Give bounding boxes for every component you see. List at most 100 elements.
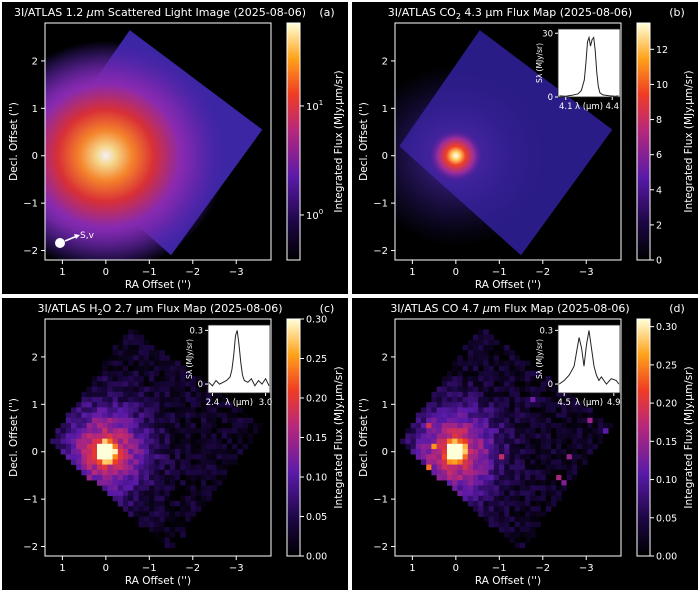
pixel [216, 464, 223, 471]
pixel [457, 438, 463, 445]
pixel [566, 454, 573, 460]
pixel [201, 397, 207, 403]
pixel [123, 454, 129, 460]
pixel [493, 475, 500, 481]
pixel [504, 490, 510, 497]
pixel [232, 454, 238, 460]
pixel [138, 449, 145, 455]
pixel [112, 443, 119, 450]
pixel [97, 417, 103, 424]
pixel [483, 433, 489, 439]
pixel [143, 501, 150, 507]
pixel [102, 428, 108, 434]
pixel [138, 423, 145, 429]
pixel [509, 464, 515, 471]
pixel [452, 423, 458, 429]
pixel [180, 428, 186, 434]
pixel [175, 391, 181, 398]
pixel [499, 501, 505, 507]
pixel [551, 381, 557, 387]
pixel [211, 449, 217, 455]
pixel [201, 454, 207, 460]
pixel [201, 438, 207, 445]
pixel [133, 402, 139, 408]
pixel [117, 386, 124, 393]
pixel [462, 428, 469, 434]
pixel [582, 423, 588, 429]
pixel [175, 464, 181, 471]
pixel [107, 438, 113, 445]
pixel [185, 407, 191, 413]
pixel [175, 475, 181, 481]
pixel [180, 506, 186, 512]
y-tick-label: 1 [382, 104, 388, 115]
pixel [467, 454, 474, 460]
pixel [478, 355, 484, 361]
pixel [102, 381, 108, 387]
pixel [143, 475, 150, 481]
pixel [514, 542, 521, 549]
pixel [421, 407, 427, 413]
pixel [530, 449, 536, 455]
pixel [143, 381, 150, 387]
pixel [478, 376, 484, 382]
pixel [499, 516, 505, 523]
pixel [149, 495, 155, 502]
pixel [164, 360, 171, 367]
pixel [504, 506, 510, 512]
pixel [452, 469, 458, 476]
pixel [525, 495, 531, 502]
pixel [138, 417, 145, 424]
pixel [447, 407, 453, 413]
pixel [221, 397, 228, 403]
pixel [138, 350, 145, 356]
pixel [473, 423, 479, 429]
pixel [436, 402, 443, 408]
pixel [551, 475, 557, 481]
pixel [258, 423, 264, 429]
panel-title-part: 3I/ATLAS 1.2 [14, 6, 87, 19]
pixel [519, 537, 526, 543]
pixel [504, 501, 510, 507]
pixel [185, 464, 191, 471]
pixel [473, 376, 479, 382]
pixel [221, 428, 228, 434]
pixel [164, 511, 171, 517]
pixel [206, 475, 212, 481]
pixel [462, 402, 469, 408]
pixel [133, 475, 139, 481]
pixel [483, 391, 489, 398]
pixel [133, 433, 139, 439]
pixel [211, 464, 217, 471]
pixel [112, 490, 119, 497]
pixel [128, 485, 134, 491]
pixel [462, 490, 469, 497]
pixel [112, 386, 119, 393]
pixel [175, 360, 181, 367]
pixel [97, 386, 103, 393]
pixel [504, 438, 510, 445]
pixel [97, 469, 103, 476]
pixel [457, 433, 463, 439]
pixel [556, 443, 562, 450]
pixel [86, 459, 93, 465]
pixel [467, 490, 474, 497]
pixel [447, 371, 453, 377]
pixel [102, 464, 108, 471]
pixel [478, 495, 484, 502]
pixel [452, 438, 458, 445]
x-axis-label: RA Offset ('') [475, 575, 541, 587]
pixel [159, 495, 165, 502]
pixel [164, 438, 171, 445]
pixel [97, 371, 103, 377]
pixel [447, 459, 453, 465]
pixel [123, 407, 129, 413]
pixel [457, 454, 463, 460]
panel-title-part: 3I/ATLAS CO [388, 6, 456, 19]
pixel [519, 480, 526, 486]
pixel [154, 495, 160, 502]
pixel [227, 423, 233, 429]
pixel [232, 459, 238, 465]
pixel [190, 412, 197, 419]
pixel [242, 428, 249, 434]
